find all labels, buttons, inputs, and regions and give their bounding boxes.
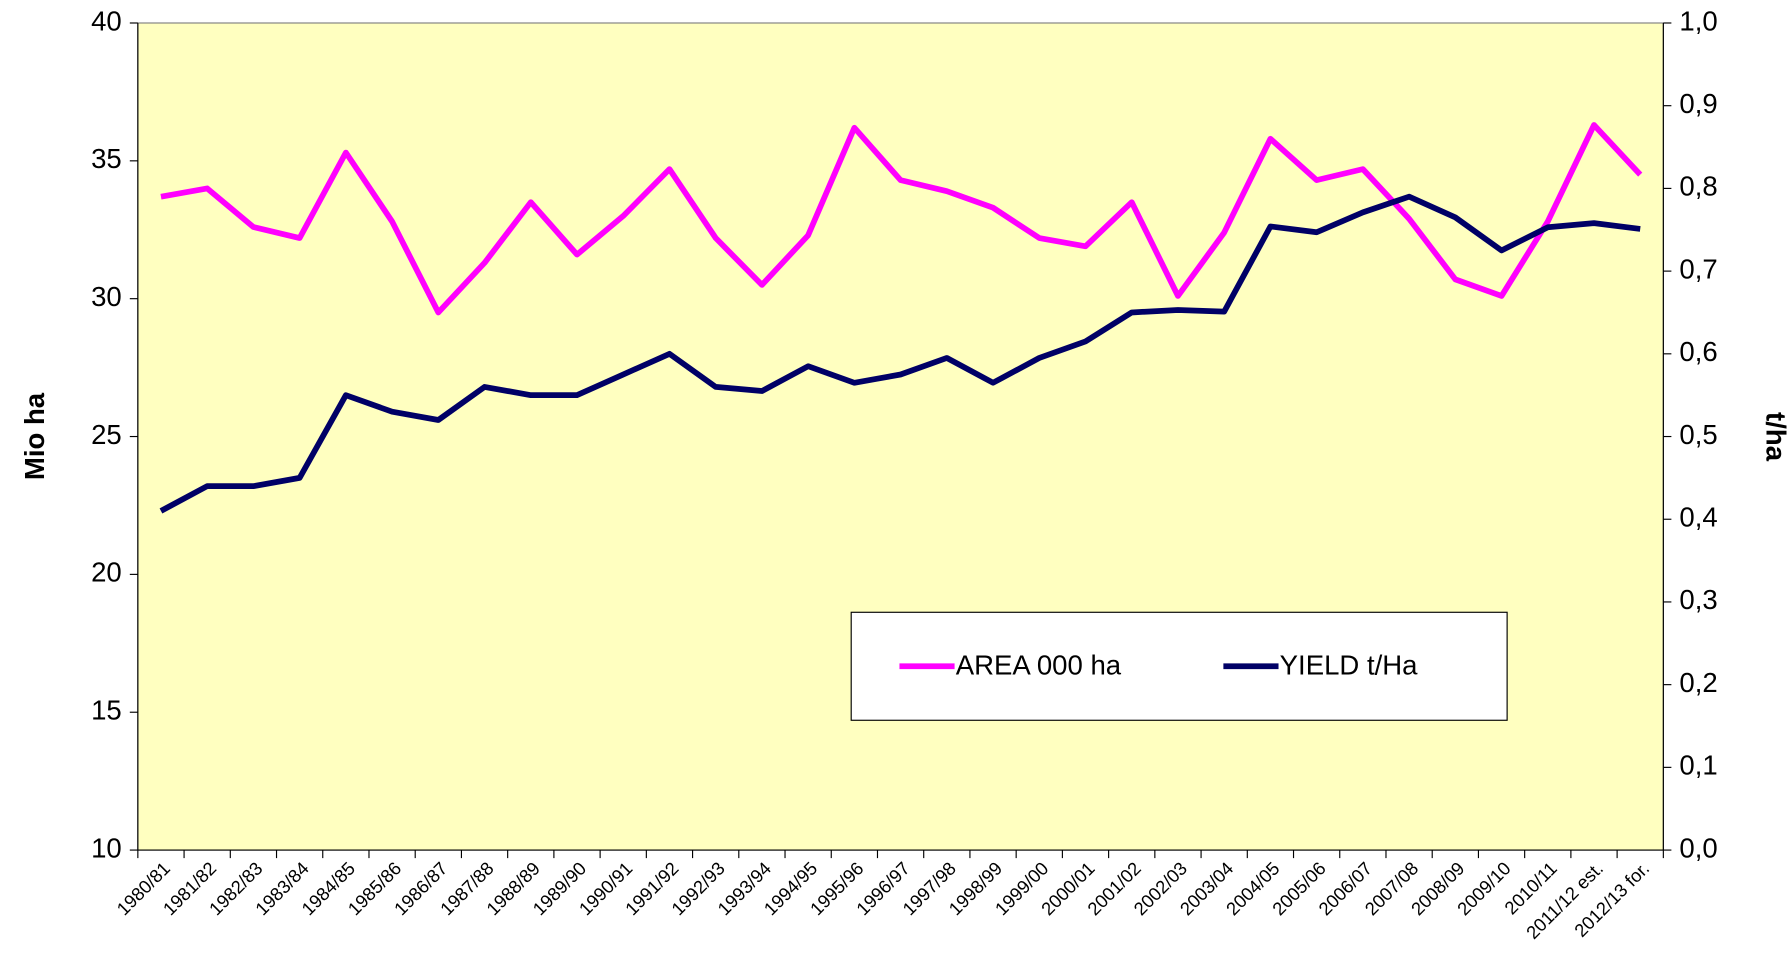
legend-label: AREA 000 ha	[956, 650, 1122, 681]
y-tick-label: 10	[91, 832, 122, 863]
y2-tick-label: 0,6	[1679, 336, 1717, 367]
y-tick-label: 20	[91, 557, 122, 588]
y2-tick-label: 0,7	[1679, 253, 1717, 284]
y2-tick-label: 0,4	[1679, 502, 1717, 533]
y2-tick-label: 0,2	[1679, 667, 1717, 698]
y2-tick-label: 0,9	[1679, 88, 1717, 119]
y2-axis-title: t/ha	[1760, 412, 1791, 462]
y-tick-label: 35	[91, 143, 122, 174]
y-tick-label: 25	[91, 419, 122, 450]
y2-tick-label: 0,1	[1679, 750, 1717, 781]
y2-tick-label: 0,8	[1679, 171, 1717, 202]
y-tick-label: 15	[91, 695, 122, 726]
y2-tick-label: 0,3	[1679, 584, 1717, 615]
y2-tick-label: 0,0	[1679, 832, 1717, 863]
y-tick-label: 30	[91, 281, 122, 312]
y-tick-label: 40	[91, 5, 122, 36]
y2-tick-label: 0,5	[1679, 419, 1717, 450]
legend	[850, 611, 1508, 721]
y-axis-title: Mio ha	[19, 392, 50, 480]
legend-label: YIELD t/Ha	[1280, 650, 1418, 681]
y2-tick-label: 1,0	[1679, 5, 1717, 36]
series-line	[159, 193, 1641, 514]
plot-area	[137, 22, 1664, 851]
